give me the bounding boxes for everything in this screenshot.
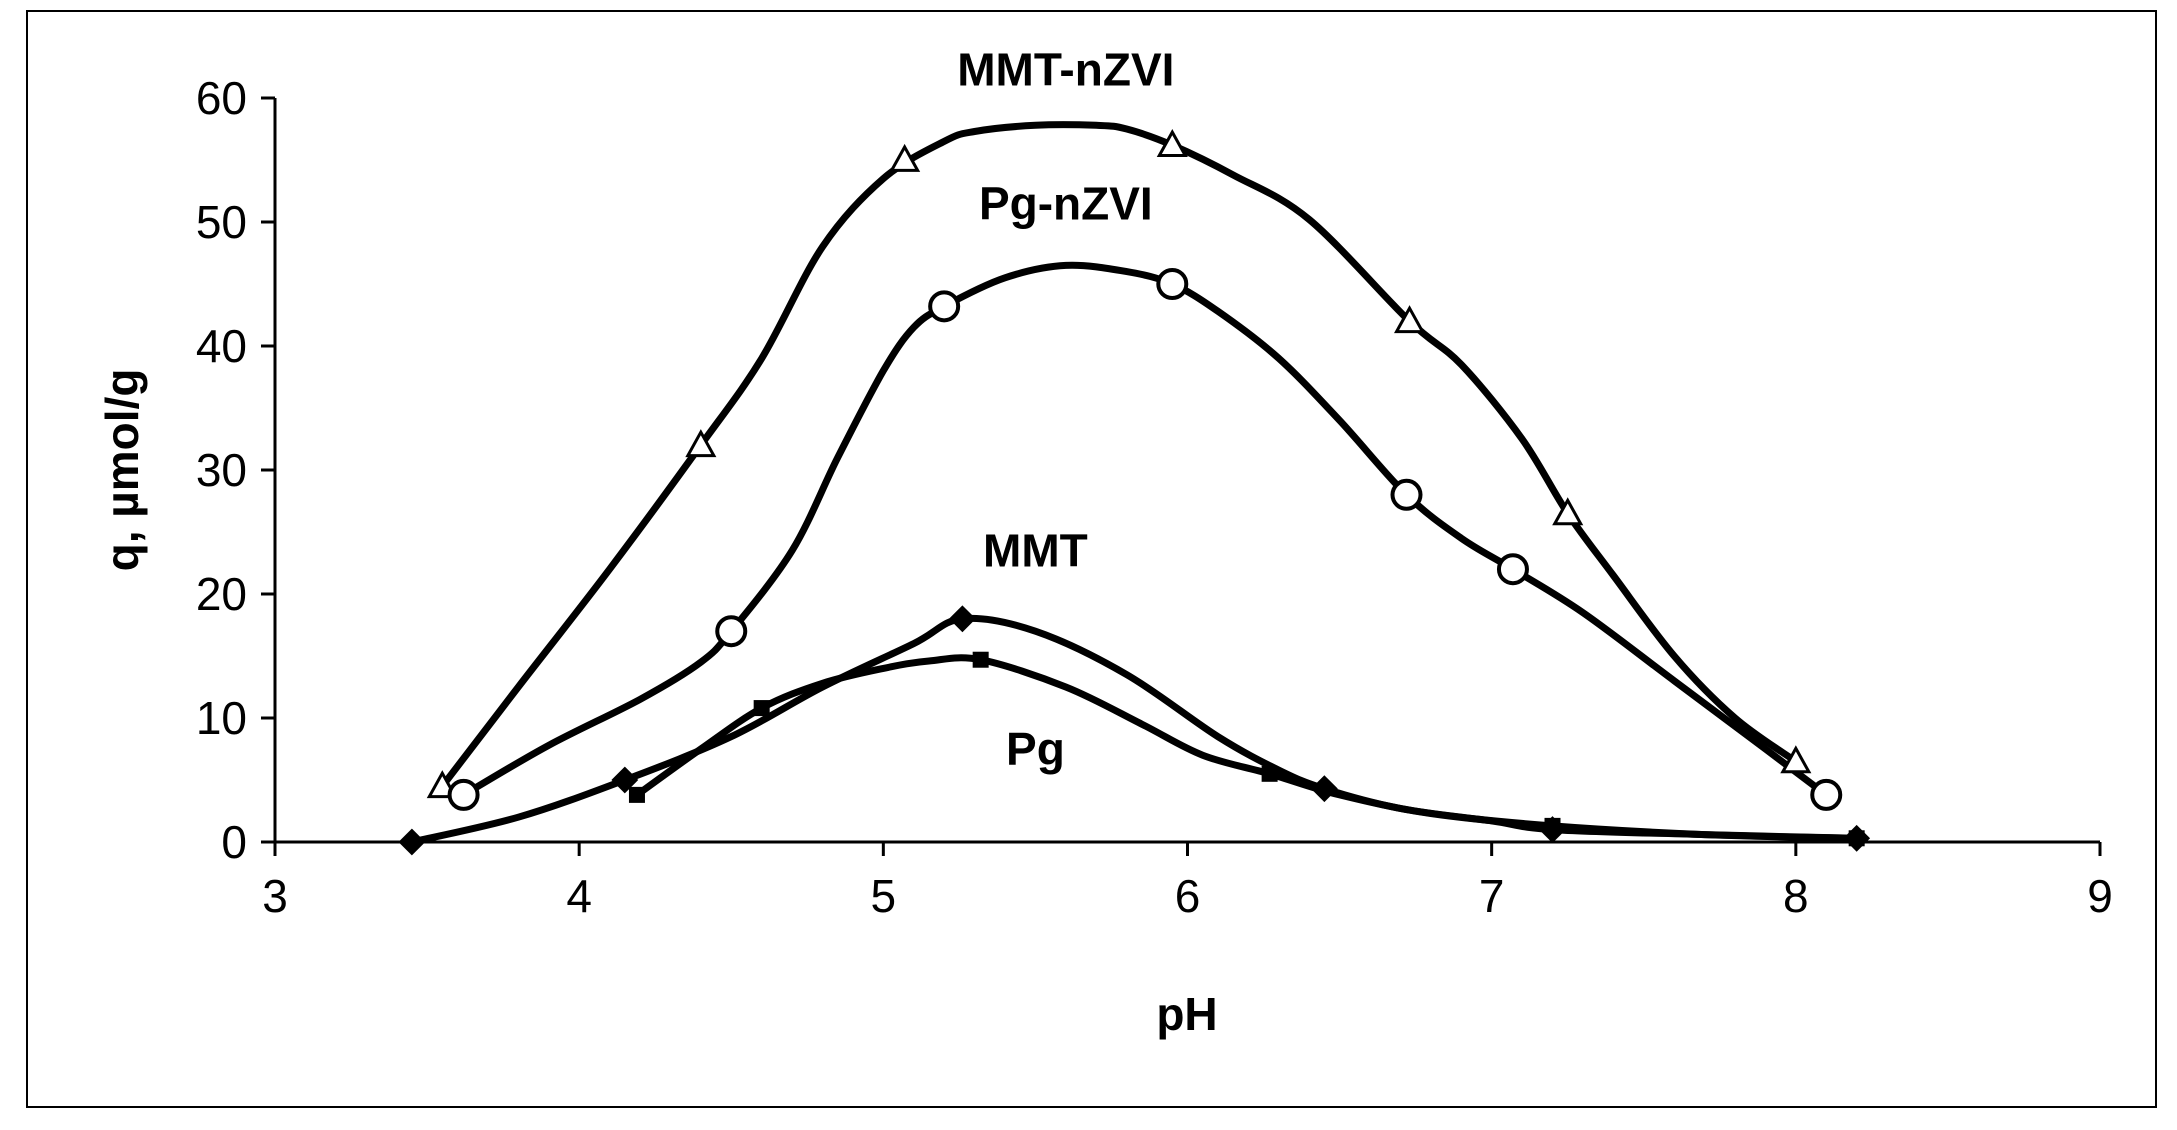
y-tick-label: 50 [196, 196, 247, 248]
data-point-pg-nzvi [928, 290, 961, 323]
x-tick-label: 8 [1783, 870, 1809, 922]
data-point-mmt-nzvi [1780, 745, 1812, 774]
series-line-pg-nzvi [460, 261, 1830, 799]
chart-frame [26, 10, 2157, 1108]
data-point-mmt-nzvi [1393, 305, 1426, 334]
series-label: MMT [983, 525, 1088, 577]
x-axis-ticks: 3 4 5 6 7 8 9 [262, 842, 2113, 922]
data-point-pg [628, 786, 645, 803]
series-label: Pg-nZVI [979, 177, 1153, 229]
y-tick-label: 10 [196, 692, 247, 744]
data-point-pg [1261, 765, 1278, 782]
data-point-pg [1848, 830, 1865, 847]
y-axis-title: q, µmol/g [96, 369, 148, 572]
series-lines [408, 121, 1861, 846]
y-tick-label: 0 [221, 816, 247, 868]
y-axis-ticks: 0 10 20 30 40 50 60 [196, 72, 275, 868]
x-tick-label: 3 [262, 870, 288, 922]
series-markers [398, 129, 1871, 856]
series-label: Pg [1006, 723, 1065, 775]
series-labels: MMT-nZVI Pg-nZVI MMT Pg [957, 43, 1174, 775]
axes [273, 98, 2100, 844]
series-label: MMT-nZVI [957, 43, 1174, 95]
data-point-pg-nzvi [1496, 553, 1529, 586]
x-tick-label: 5 [871, 870, 897, 922]
x-tick-label: 6 [1175, 870, 1201, 922]
data-point-mmt-nzvi [685, 429, 717, 458]
data-point-pg [972, 651, 989, 668]
data-point-pg-nzvi [447, 778, 480, 811]
data-point-mmt-nzvi [889, 143, 921, 172]
y-tick-label: 60 [196, 72, 247, 124]
data-point-pg-nzvi [1390, 478, 1423, 511]
data-point-pg [753, 700, 770, 717]
data-point-mmt [611, 766, 639, 794]
data-point-mmt [949, 605, 976, 633]
data-point-pg-nzvi [715, 615, 748, 648]
data-point-mmt-nzvi [1156, 129, 1188, 158]
data-point-mmt [398, 828, 426, 856]
y-tick-label: 20 [196, 568, 247, 620]
data-point-pg-nzvi [1810, 778, 1843, 811]
data-point-mmt-nzvi [1552, 497, 1584, 526]
data-point-pg [1544, 817, 1561, 834]
data-point-mmt [1310, 775, 1338, 803]
data-point-pg-nzvi [1156, 268, 1189, 300]
x-tick-label: 4 [566, 870, 592, 922]
series-line-pg [633, 654, 1861, 842]
x-tick-label: 7 [1479, 870, 1505, 922]
x-axis-title: pH [1156, 988, 1217, 1040]
x-tick-label: 9 [2087, 870, 2113, 922]
y-tick-label: 30 [196, 444, 247, 496]
series-line-mmt [408, 614, 1861, 846]
y-tick-label: 40 [196, 320, 247, 372]
